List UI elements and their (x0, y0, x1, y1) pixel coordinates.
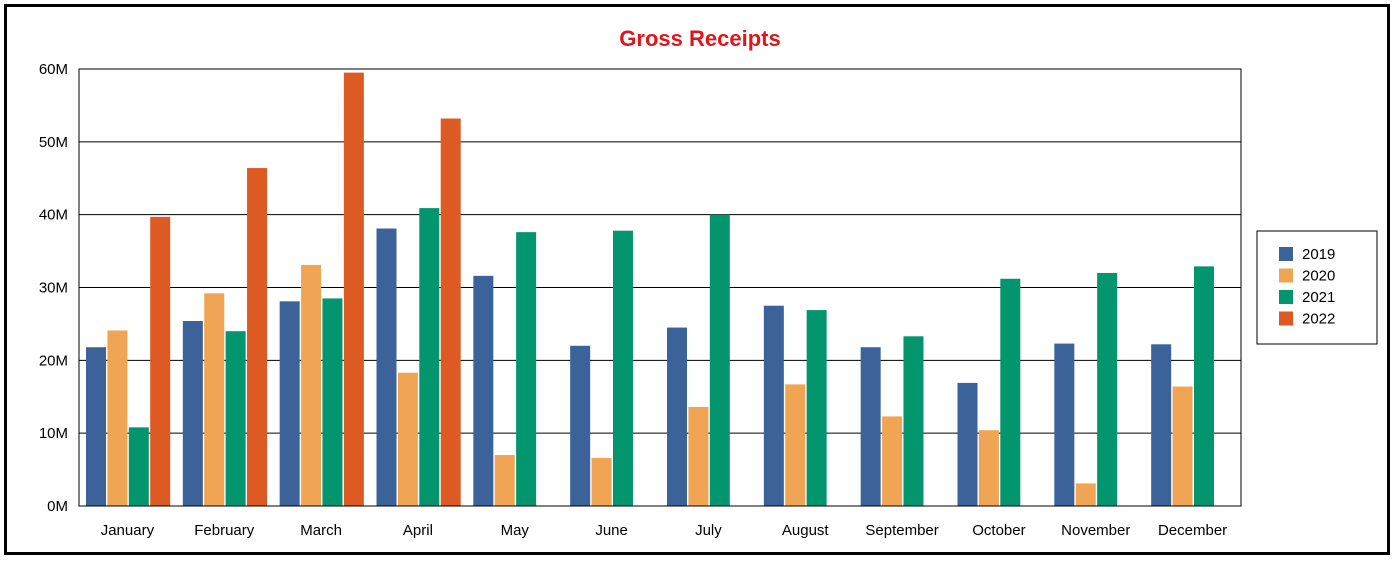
bar-2019-june (570, 345, 591, 506)
x-tick-label: October (972, 522, 1025, 539)
legend-swatch (1279, 290, 1293, 304)
bar-2019-may (473, 275, 494, 506)
bar-2021-june (612, 230, 633, 506)
x-tick-label: March (300, 522, 342, 539)
bar-2020-august (785, 384, 806, 506)
bar-2020-october (978, 430, 999, 506)
x-tick-label: December (1158, 522, 1227, 539)
chart-title: Gross Receipts (619, 26, 780, 51)
bar-2020-november (1075, 483, 1096, 506)
bar-2020-april (397, 372, 418, 506)
bar-2021-april (419, 208, 440, 506)
y-tick-label: 40M (39, 207, 68, 224)
bar-2020-may (494, 455, 515, 506)
bar-2019-september (860, 347, 881, 506)
bar-2019-december (1151, 344, 1172, 506)
bars (86, 72, 1214, 507)
x-axis-ticks: January February March April May June July Augu… (101, 522, 1227, 539)
x-tick-label: May (501, 522, 530, 539)
bar-2020-september (882, 416, 903, 506)
legend-swatch (1279, 268, 1293, 283)
bar-2020-june (591, 457, 612, 506)
legend-label: 2020 (1302, 268, 1335, 285)
x-tick-label: August (782, 522, 830, 539)
plot-area (78, 68, 1242, 507)
x-tick-label: January (101, 522, 155, 539)
bar-2021-september (903, 336, 924, 506)
bar-2021-january (128, 427, 149, 506)
x-tick-label: February (194, 522, 255, 539)
bar-2020-january (107, 330, 128, 506)
bar-2021-july (709, 214, 730, 506)
legend-swatch (1279, 247, 1293, 261)
legend: 2019 2020 2021 2022 (1256, 230, 1378, 345)
y-tick-label: 10M (39, 425, 68, 442)
bar-2019-november (1054, 343, 1075, 506)
x-tick-label: July (695, 522, 722, 539)
x-tick-label: June (595, 522, 628, 539)
x-tick-label: September (865, 522, 938, 539)
bar-2019-july (667, 327, 687, 506)
bar-2021-february (225, 331, 246, 506)
y-tick-label: 30M (39, 280, 68, 297)
y-tick-label: 60M (39, 61, 68, 78)
x-tick-label: November (1061, 522, 1130, 539)
bar-2019-february (182, 321, 203, 506)
bar-2020-february (204, 293, 225, 506)
bar-2019-january (86, 347, 106, 506)
bar-2022-february (247, 168, 268, 506)
bar-2022-january (150, 216, 171, 506)
y-tick-label: 0M (47, 498, 68, 515)
bar-2019-august (763, 305, 784, 506)
bar-2021-december (1193, 266, 1214, 506)
bar-2021-november (1097, 272, 1118, 506)
bar-2021-may (516, 232, 537, 506)
bar-2021-august (806, 310, 827, 506)
x-tick-label: April (403, 522, 433, 539)
y-tick-label: 20M (39, 352, 68, 369)
bar-2022-march (343, 72, 364, 507)
bar-2022-april (440, 118, 461, 506)
legend-label: 2022 (1302, 311, 1335, 328)
legend-label: 2021 (1302, 289, 1335, 306)
legend-box (1256, 230, 1378, 345)
y-axis-ticks: 0M 10M 20M 30M 40M 50M 60M (39, 61, 68, 515)
bar-2021-march (322, 298, 343, 506)
bar-2020-march (301, 264, 322, 506)
legend-label: 2019 (1302, 246, 1335, 263)
bar-2020-july (688, 406, 709, 506)
y-tick-label: 50M (39, 134, 68, 151)
bar-2021-october (1000, 278, 1021, 506)
bar-2020-december (1172, 386, 1193, 506)
bar-2019-april (376, 228, 397, 506)
legend-swatch (1279, 311, 1293, 326)
bar-2019-march (279, 301, 300, 506)
bar-2019-october (957, 382, 978, 506)
